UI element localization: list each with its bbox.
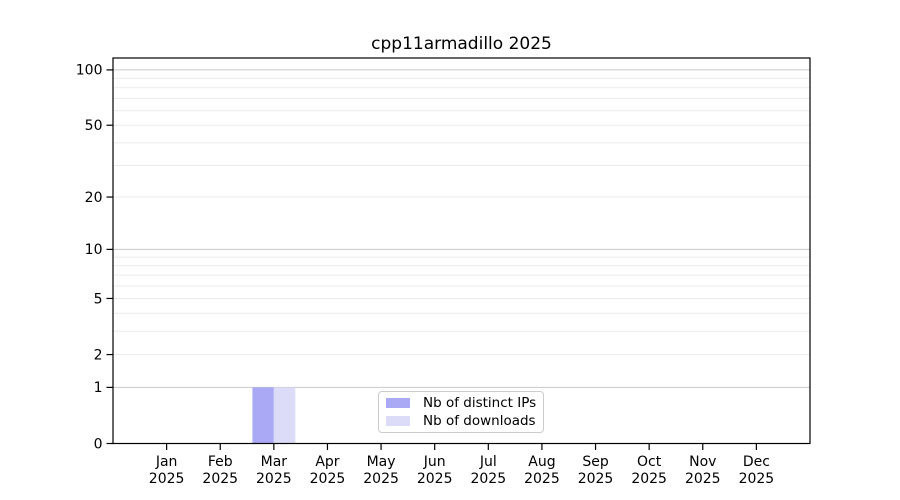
legend-label-distinct-ips: Nb of distinct IPs (423, 395, 537, 411)
legend-label-downloads: Nb of downloads (423, 413, 536, 429)
x-tick-label-month: Sep (582, 454, 609, 470)
x-tick-label-month: Nov (689, 454, 716, 470)
legend: Nb of distinct IPs Nb of downloads (378, 391, 544, 433)
y-tick-label: 0 (94, 436, 103, 452)
x-tick-label-month: Apr (315, 454, 339, 470)
x-tick-label-month: Feb (208, 454, 233, 470)
x-tick-label-month: Jan (155, 454, 178, 470)
x-tick-label-month: Dec (743, 454, 770, 470)
x-tick-label-month: Oct (637, 454, 662, 470)
bar-nb-of-distinct-ips-mar (252, 387, 274, 444)
y-tick-label: 2 (94, 347, 103, 363)
chart-title: cpp11armadillo 2025 (371, 34, 552, 54)
y-tick-label: 1 (94, 380, 103, 396)
bar-nb-of-downloads-mar (273, 387, 296, 444)
y-tick-label: 5 (94, 291, 103, 307)
x-tick-label-month: Jun (423, 454, 446, 470)
x-tick-label-month: Jul (479, 454, 497, 470)
x-tick-label-year: 2025 (202, 471, 238, 487)
x-tick-label-month: Aug (528, 454, 555, 470)
plot-border (112, 57, 811, 445)
x-tick-label-year: 2025 (417, 471, 453, 487)
y-tick-label: 20 (85, 190, 103, 206)
y-tick-label: 100 (76, 63, 103, 79)
x-tick-label-year: 2025 (470, 471, 506, 487)
x-tick-label-year: 2025 (578, 471, 614, 487)
x-tick-label-year: 2025 (739, 471, 775, 487)
x-tick-label-month: Mar (261, 454, 288, 470)
legend-swatch-distinct-ips (386, 398, 410, 408)
x-tick-label-year: 2025 (631, 471, 667, 487)
legend-swatch-downloads (386, 416, 410, 426)
x-tick-label-year: 2025 (363, 471, 399, 487)
x-tick-label-year: 2025 (685, 471, 721, 487)
y-tick-label: 10 (85, 242, 103, 258)
y-tick-label: 50 (85, 118, 103, 134)
legend-item-distinct-ips: Nb of distinct IPs (386, 394, 543, 412)
x-tick-label-year: 2025 (149, 471, 185, 487)
x-tick-label-year: 2025 (524, 471, 560, 487)
x-tick-label-year: 2025 (310, 471, 346, 487)
x-tick-label-month: May (367, 454, 396, 470)
legend-item-downloads: Nb of downloads (386, 412, 543, 430)
x-tick-label-year: 2025 (256, 471, 292, 487)
